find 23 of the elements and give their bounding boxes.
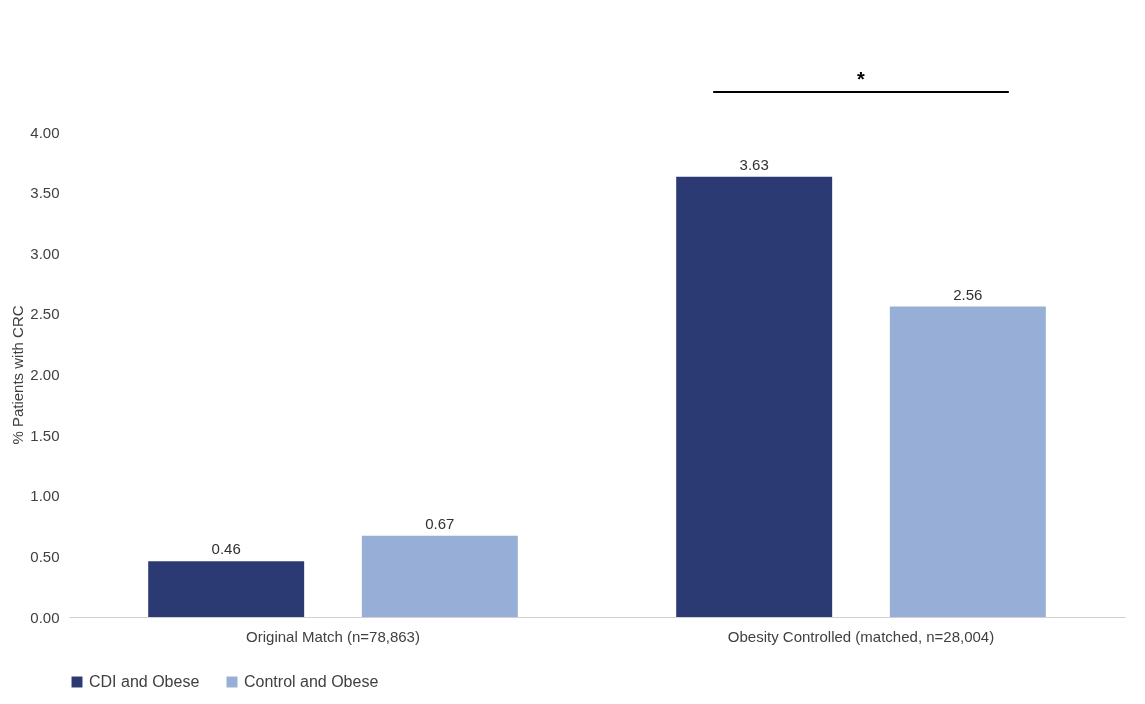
legend-label: Control and Obese — [244, 673, 379, 690]
y-tick-label: 4.00 — [30, 123, 60, 141]
data-label: 0.46 — [211, 540, 241, 558]
y-tick-label: 3.00 — [30, 244, 60, 262]
bar — [148, 561, 305, 617]
y-tick-label: 1.00 — [30, 487, 60, 505]
y-tick-label: 0.50 — [30, 547, 60, 565]
y-tick-label: 2.50 — [30, 305, 60, 323]
text: * — [857, 68, 866, 90]
y-tick-label: 2.00 — [30, 366, 60, 383]
x-tick-label: Obesity Controlled (matched, n=28,004) — [727, 627, 995, 645]
data-label: 0.67 — [425, 514, 455, 532]
bar — [361, 535, 518, 617]
data-label: 2.56 — [953, 285, 983, 303]
legend-label: CDI and Obese — [89, 673, 200, 690]
bar — [676, 176, 833, 617]
y-tick-label: 3.50 — [30, 184, 60, 202]
bar — [889, 306, 1046, 617]
x-tick-label: Original Match (n=78,863) — [246, 627, 420, 645]
y-tick-label: 1.50 — [30, 426, 60, 444]
y-tick-label: 0.00 — [30, 608, 60, 626]
y-axis-title: % Patients with CRC — [9, 305, 27, 445]
data-label: 3.63 — [739, 155, 769, 173]
